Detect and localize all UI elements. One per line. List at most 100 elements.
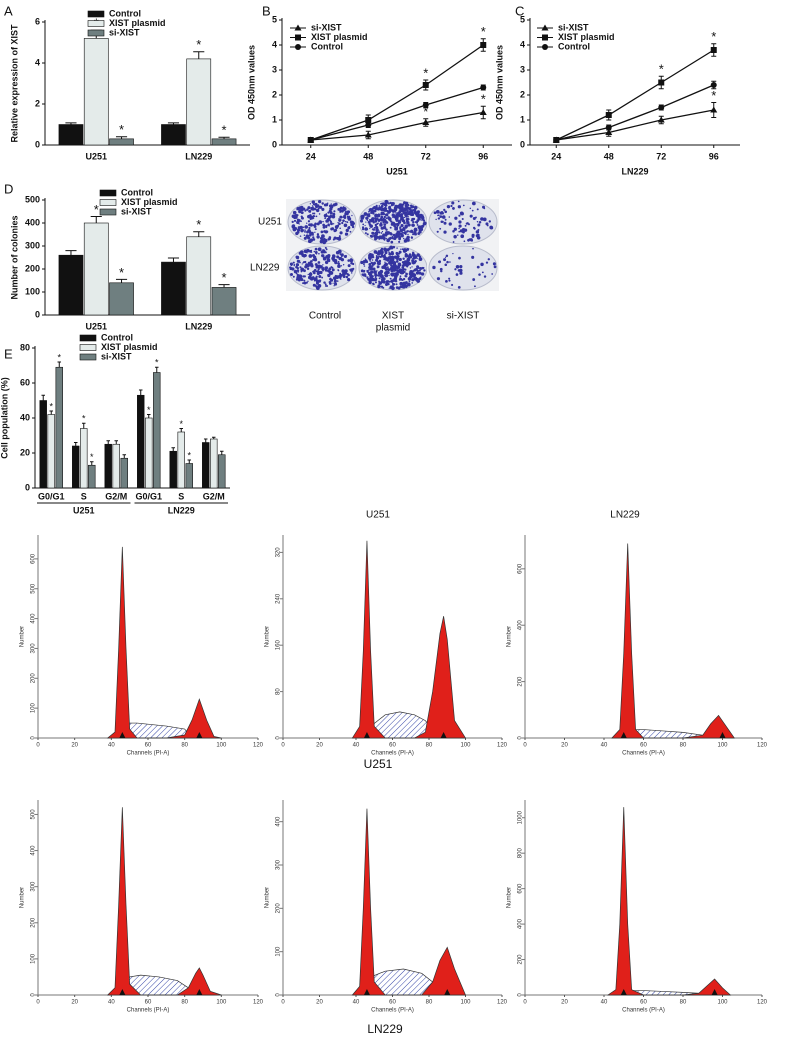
colony-dot: [303, 275, 306, 278]
colony-dot: [300, 209, 303, 211]
colony-dot: [455, 273, 459, 276]
colony-dot: [340, 265, 343, 267]
colony-dot: [386, 248, 390, 252]
legend-label: Control: [109, 8, 141, 18]
colony-dot: [422, 223, 425, 226]
colony-dot: [337, 261, 340, 263]
colony-dot: [373, 226, 376, 229]
colony-dot: [480, 217, 484, 221]
colony-dot: [316, 235, 320, 239]
colony-dot: [318, 205, 322, 209]
significance: *: [711, 29, 716, 44]
colony-dot: [478, 220, 482, 224]
colony-dot: [365, 260, 369, 264]
marker: [542, 34, 548, 41]
colony-dot: [368, 280, 372, 285]
colony-dot: [330, 266, 333, 269]
colony-dot: [408, 209, 410, 212]
colony-dot: [304, 209, 307, 212]
colony-dot: [328, 267, 332, 271]
colony-dot: [338, 222, 341, 226]
colony-dot: [416, 224, 419, 226]
y-tick-label: 320: [276, 547, 282, 558]
colony-dot: [369, 218, 372, 221]
colony-dot: [352, 262, 355, 266]
x-tick-label: 120: [253, 1000, 264, 1006]
error-bar: [179, 428, 184, 432]
marker: [710, 82, 717, 88]
colony-dot: [363, 275, 365, 277]
histogram-area: [106, 546, 222, 739]
colony-dot: [325, 213, 328, 215]
marker: [658, 104, 665, 111]
colony-dot: [332, 258, 336, 262]
colony-dot: [399, 211, 401, 214]
marker: [605, 129, 613, 135]
error-bar: [138, 389, 143, 396]
colony-dot: [452, 207, 455, 210]
colony-dot: [399, 282, 403, 286]
colony-dot: [302, 261, 306, 264]
colony-dot: [395, 271, 399, 275]
y-tick-label: 4: [520, 39, 525, 49]
colony-dot: [472, 278, 476, 281]
colony-dot: [345, 211, 349, 216]
colony-dot: [455, 264, 460, 269]
colony-dot: [390, 264, 393, 267]
error-bar: [220, 450, 224, 455]
colony-dot: [402, 237, 405, 240]
colony-dot: [296, 228, 301, 232]
y-tick-label: 400: [31, 613, 37, 624]
colony-dot: [343, 214, 347, 218]
colony-dot: [405, 285, 408, 289]
colony-dot: [441, 220, 444, 223]
x-tick-label: 100: [717, 743, 728, 749]
y-tick-label: 6: [35, 16, 40, 26]
colony-dot: [398, 240, 401, 243]
marker: [295, 34, 301, 41]
colony-dot: [341, 256, 343, 258]
colony-dot: [395, 286, 399, 289]
x-tick-label: 0: [36, 743, 40, 749]
colony-dot: [410, 236, 413, 239]
colony-dot: [330, 222, 333, 226]
colony-dot: [311, 276, 315, 279]
bar: [104, 443, 112, 489]
colony-dot: [381, 202, 385, 206]
colony-dot: [375, 225, 377, 227]
column-label: Control: [309, 311, 341, 322]
colony-dot: [310, 206, 313, 209]
legend-label: XIST plasmid: [101, 342, 158, 352]
x-tick-label: 80: [181, 743, 188, 749]
colony-dot: [367, 214, 371, 218]
colony-dot: [415, 229, 418, 232]
colony-dot: [441, 215, 446, 219]
colony-dot: [313, 257, 318, 262]
bar: [58, 124, 84, 146]
colony-dot: [439, 267, 443, 271]
colony-dot: [366, 219, 369, 222]
error-bar: [65, 250, 77, 256]
significance: *: [49, 401, 53, 411]
colony-dot: [406, 265, 409, 268]
colony-dot: [411, 266, 413, 268]
colony-dot: [320, 230, 324, 234]
colony-dot: [323, 203, 327, 207]
colony-dot: [372, 207, 375, 210]
colony-dot: [415, 271, 420, 275]
colony-dot: [407, 216, 410, 218]
colony-dot: [386, 231, 391, 235]
colony-dot: [342, 275, 346, 278]
bar: [169, 450, 177, 489]
colony-dot: [322, 223, 326, 227]
colony-dot: [422, 214, 424, 216]
colony-dot: [395, 260, 399, 263]
colony-dot: [401, 231, 404, 234]
colony-dot: [392, 286, 395, 290]
panel-label: E: [4, 346, 13, 361]
colony-dot: [371, 228, 374, 230]
x-tick-label: 72: [421, 151, 431, 161]
bar: [109, 138, 134, 146]
colony-dot: [382, 217, 385, 220]
colony-dot: [333, 210, 336, 213]
